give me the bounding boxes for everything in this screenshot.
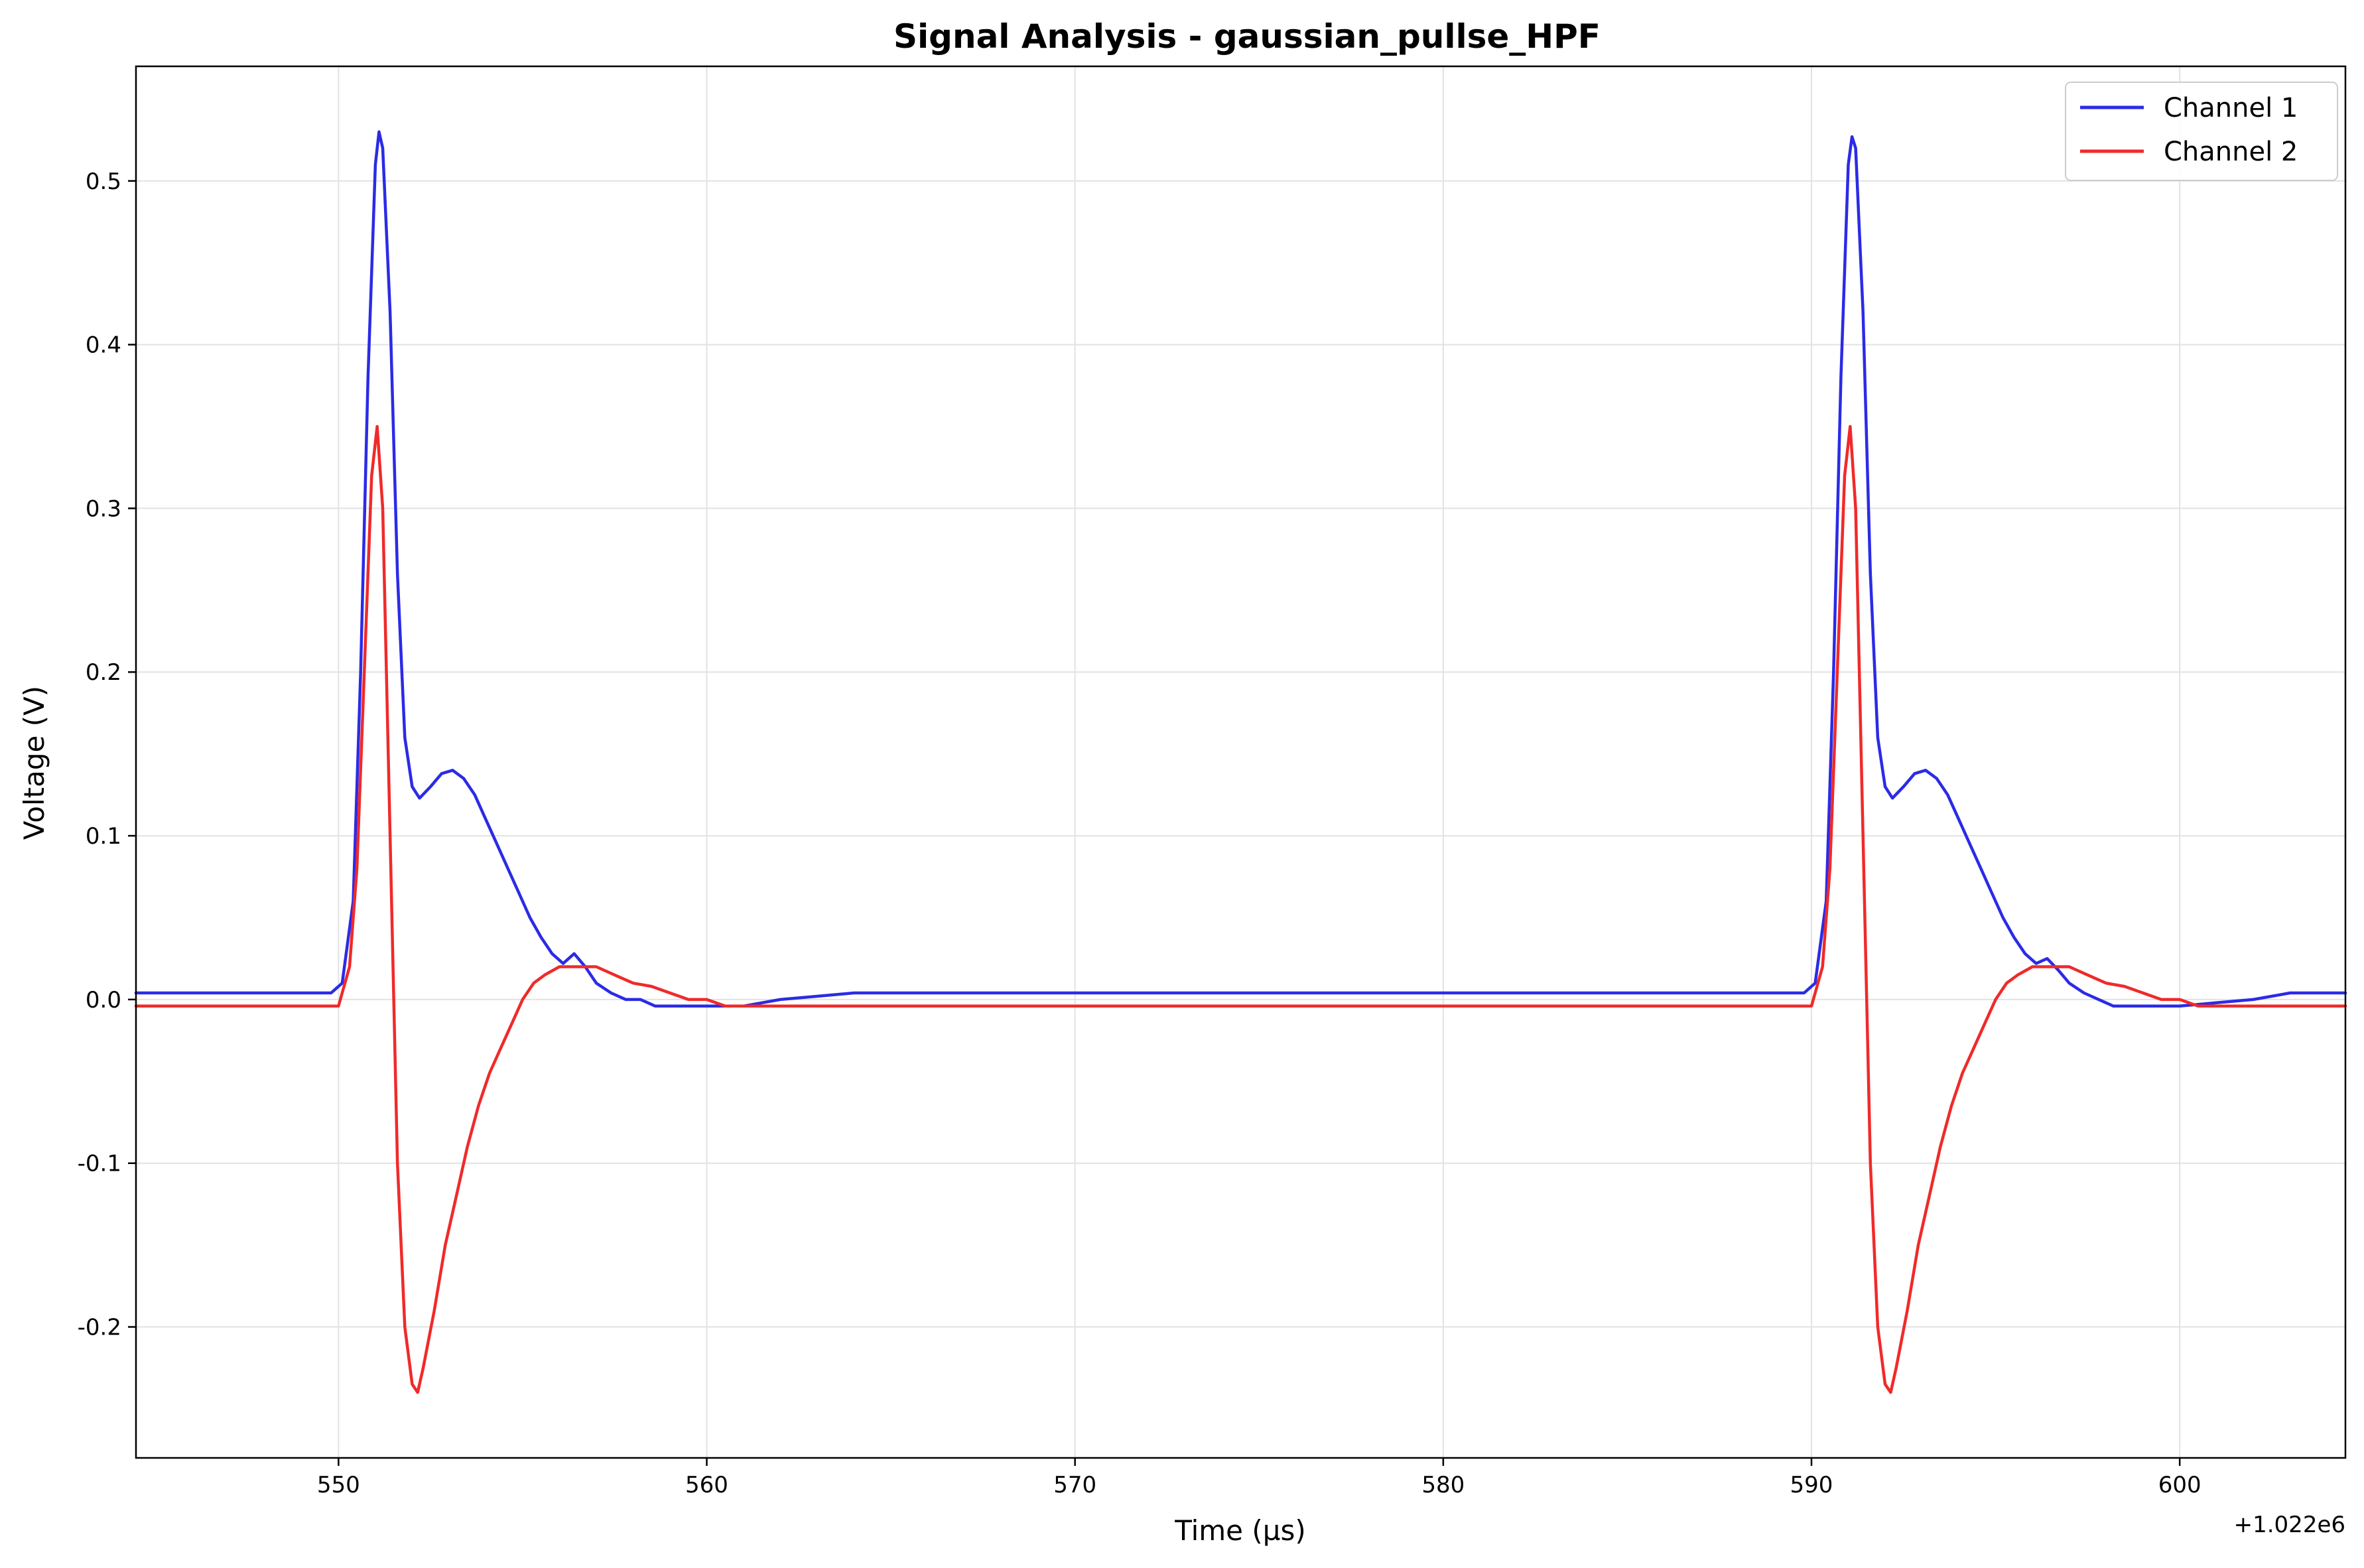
x-tick-label: 590 <box>1790 1472 1833 1498</box>
series-lines <box>134 130 2347 1394</box>
y-axis-ticks: -0.2 -0.1 0.0 0.1 0.2 0.3 0.4 0.5 <box>78 168 136 1341</box>
legend: Channel 1 Channel 2 <box>2065 82 2338 181</box>
series-line-channel-2 <box>134 425 2347 1394</box>
x-tick-label: 570 <box>1053 1472 1096 1498</box>
chart-title: Signal Analysis - gaussian_pullse_HPF <box>893 17 1601 56</box>
y-axis-label: Voltage (V) <box>18 686 50 840</box>
legend-label-channel-2: Channel 2 <box>2164 137 2298 167</box>
y-tick-label: 0.5 <box>86 168 121 195</box>
grid-lines <box>136 66 2345 1458</box>
plot-frame <box>135 65 2347 1459</box>
x-tick-label: 580 <box>1421 1472 1465 1498</box>
y-tick-label: 0.3 <box>86 495 121 522</box>
x-axis-label: Time (µs) <box>1174 1514 1306 1547</box>
x-axis-ticks: 550 560 570 580 590 600 <box>317 1458 2201 1498</box>
y-tick-label: 0.1 <box>86 823 121 850</box>
y-tick-label: 0.2 <box>86 659 121 686</box>
y-tick-label: -0.1 <box>78 1151 121 1177</box>
x-tick-label: 560 <box>685 1472 728 1498</box>
y-tick-label: 0.0 <box>86 987 121 1013</box>
x-offset-label: +1.022e6 <box>2234 1512 2345 1538</box>
y-tick-label: 0.4 <box>86 332 121 359</box>
legend-label-channel-1: Channel 1 <box>2164 93 2298 123</box>
x-tick-label: 550 <box>317 1472 360 1498</box>
x-tick-label: 600 <box>2158 1472 2201 1498</box>
y-tick-label: -0.2 <box>78 1315 121 1341</box>
series-line-channel-1 <box>134 130 2347 1008</box>
